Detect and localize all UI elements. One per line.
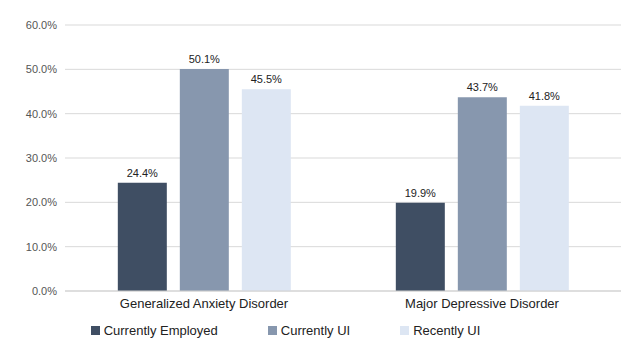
svg-text:19.9%: 19.9% [405, 187, 436, 199]
svg-text:43.7%: 43.7% [467, 81, 498, 93]
svg-text:40.0%: 40.0% [26, 108, 57, 120]
svg-text:60.0%: 60.0% [26, 19, 57, 31]
svg-text:50.0%: 50.0% [26, 63, 57, 75]
svg-text:30.0%: 30.0% [26, 152, 57, 164]
svg-text:45.5%: 45.5% [251, 73, 282, 85]
svg-text:Generalized Anxiety Disorder: Generalized Anxiety Disorder [120, 296, 289, 311]
svg-text:0.0%: 0.0% [32, 285, 57, 297]
svg-text:50.1%: 50.1% [189, 53, 220, 65]
svg-text:Major Depressive Disorder: Major Depressive Disorder [405, 296, 560, 311]
svg-text:20.0%: 20.0% [26, 196, 57, 208]
svg-text:41.8%: 41.8% [529, 90, 560, 102]
html-text:Currently Employed: Currently Employed [103, 323, 218, 338]
html-text:Recently UI: Recently UI [413, 323, 481, 338]
html-text:Currently UI: Currently UI [280, 323, 351, 338]
svg-text:24.4%: 24.4% [127, 167, 158, 179]
svg-text:10.0%: 10.0% [26, 241, 57, 253]
